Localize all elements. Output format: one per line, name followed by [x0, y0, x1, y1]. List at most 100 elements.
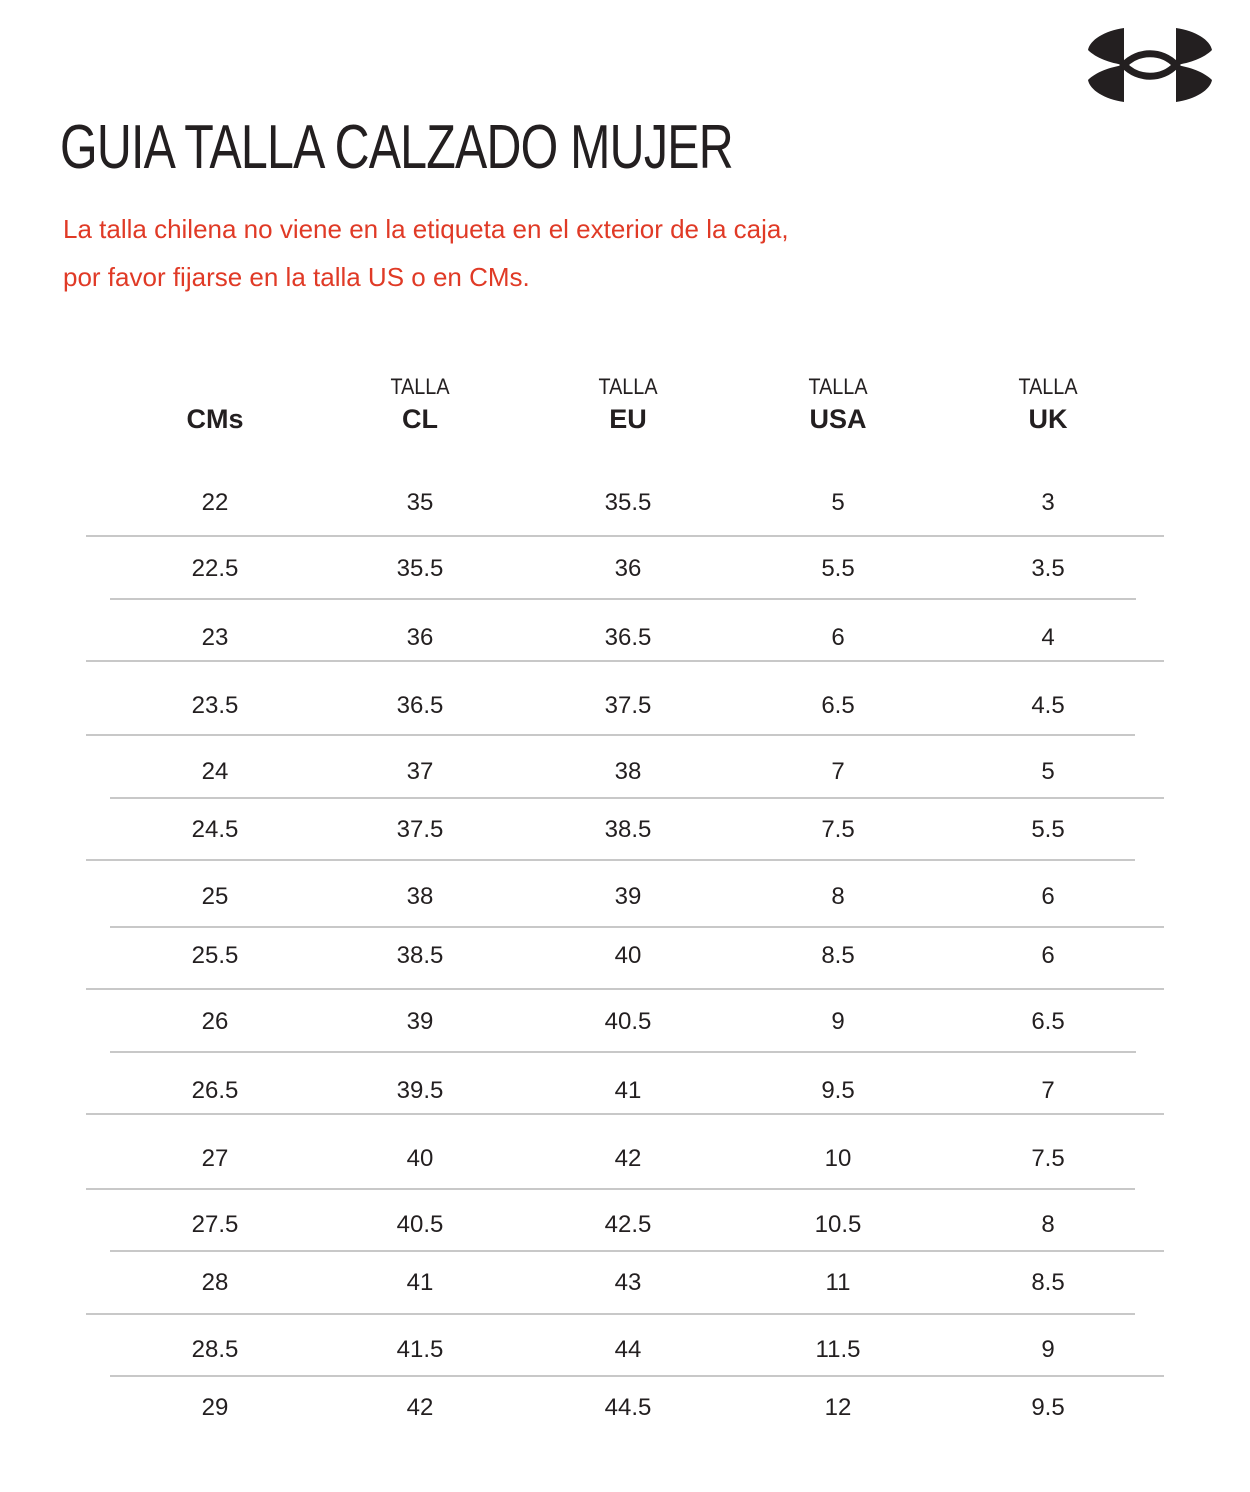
table-cell: 42: [614, 1145, 642, 1172]
table-cell: 38.5: [396, 942, 444, 969]
table-cell: 25: [201, 883, 229, 910]
table-cell: 37.5: [396, 816, 444, 843]
table-cell: 42: [406, 1394, 434, 1421]
column-header: TALLA UK: [948, 372, 1148, 436]
table-cell: 23.5: [191, 692, 239, 719]
table-cell: 9: [831, 1008, 845, 1035]
table-cell: 6: [1041, 883, 1055, 910]
table-cell: 35.5: [604, 489, 652, 516]
table-cell: 7.5: [821, 816, 855, 843]
table-cell: 22: [201, 489, 229, 516]
table-cell: 36: [406, 624, 434, 651]
table-cell: 12: [824, 1394, 852, 1421]
table-cell: 27: [201, 1145, 229, 1172]
table-cell: 36: [614, 555, 642, 582]
table-cell: 7: [831, 758, 845, 785]
page-title: GUIA TALLA CALZADO MUJER: [60, 113, 734, 182]
row-divider: [86, 859, 1135, 861]
row-divider: [86, 1188, 1135, 1190]
table-cell: 41: [614, 1077, 642, 1104]
table-cell: 11: [825, 1269, 851, 1296]
table-cell: 39: [614, 883, 642, 910]
table-cell: 39.5: [396, 1077, 444, 1104]
table-cell: 27.5: [191, 1211, 239, 1238]
table-cell: 4.5: [1031, 692, 1065, 719]
table-cell: 43: [614, 1269, 642, 1296]
table-cell: 6: [831, 624, 845, 651]
table-cell: 25.5: [191, 942, 239, 969]
table-cell: 26: [201, 1008, 229, 1035]
table-cell: 3.5: [1031, 555, 1065, 582]
table-cell: 9.5: [1031, 1394, 1065, 1421]
table-cell: 6.5: [1031, 1008, 1065, 1035]
table-cell: 35: [406, 489, 434, 516]
table-cell: 5: [831, 489, 845, 516]
header-label: EU: [609, 404, 647, 434]
table-cell: 8: [1041, 1211, 1055, 1238]
table-cell: 24: [201, 758, 229, 785]
table-cell: 4: [1041, 624, 1055, 651]
header-label: UK: [1028, 404, 1068, 434]
table-cell: 40.5: [604, 1008, 652, 1035]
table-cell: 36.5: [604, 624, 652, 651]
column-header: TALLA USA: [738, 372, 938, 436]
table-cell: 38: [406, 883, 434, 910]
table-cell: 37.5: [604, 692, 652, 719]
table-cell: 11.5: [815, 1336, 861, 1363]
table-cell: 23: [201, 624, 229, 651]
table-cell: 35.5: [396, 555, 444, 582]
table-cell: 36.5: [396, 692, 444, 719]
table-cell: 37: [406, 758, 434, 785]
table-cell: 38.5: [604, 816, 652, 843]
table-cell: 39: [406, 1008, 434, 1035]
table-cell: 26.5: [191, 1077, 239, 1104]
table-cell: 8.5: [821, 942, 855, 969]
row-divider: [86, 660, 1164, 662]
row-divider: [110, 1250, 1164, 1252]
row-divider: [110, 797, 1164, 799]
table-cell: 9: [1041, 1336, 1055, 1363]
row-divider: [86, 1313, 1135, 1315]
row-divider: [110, 1051, 1136, 1053]
table-cell: 5: [1041, 758, 1055, 785]
table-cell: 40: [406, 1145, 434, 1172]
table-cell: 40: [614, 942, 642, 969]
header-label: CMs: [186, 404, 244, 434]
table-cell: 22.5: [191, 555, 239, 582]
table-cell: 9.5: [821, 1077, 855, 1104]
table-cell: 41.5: [396, 1336, 444, 1363]
table-cell: 44: [614, 1336, 642, 1363]
column-header: TALLA EU: [528, 372, 728, 436]
row-divider: [110, 926, 1164, 928]
table-cell: 10: [824, 1145, 852, 1172]
table-cell: 10.5: [814, 1211, 862, 1238]
header-prefix: TALLA: [1018, 374, 1078, 399]
table-cell: 41: [406, 1269, 434, 1296]
header-prefix: TALLA: [390, 374, 450, 399]
row-divider: [110, 598, 1136, 600]
row-divider: [86, 988, 1164, 990]
header-prefix: TALLA: [808, 374, 868, 399]
header-label: CL: [402, 404, 438, 434]
table-cell: 3: [1041, 489, 1055, 516]
table-cell: 38: [614, 758, 642, 785]
column-header: CMs: [115, 372, 315, 436]
table-cell: 7: [1041, 1077, 1055, 1104]
subtitle-line-2: por favor fijarse en la talla US o en CM…: [63, 262, 530, 292]
table-cell: 5.5: [821, 555, 855, 582]
table-cell: 28.5: [191, 1336, 239, 1363]
row-divider: [86, 535, 1164, 537]
table-cell: 42.5: [604, 1211, 652, 1238]
header-label: USA: [809, 404, 867, 434]
row-divider: [110, 1375, 1164, 1377]
subtitle-line-1: La talla chilena no viene en la etiqueta…: [63, 214, 789, 244]
table-cell: 28: [201, 1269, 229, 1296]
table-cell: 5.5: [1031, 816, 1065, 843]
table-cell: 29: [201, 1394, 229, 1421]
table-cell: 8.5: [1031, 1269, 1065, 1296]
under-armour-logo: [1088, 28, 1212, 102]
table-cell: 6: [1041, 942, 1055, 969]
header-prefix: TALLA: [598, 374, 658, 399]
column-header: TALLA CL: [320, 372, 520, 436]
row-divider: [86, 734, 1135, 736]
